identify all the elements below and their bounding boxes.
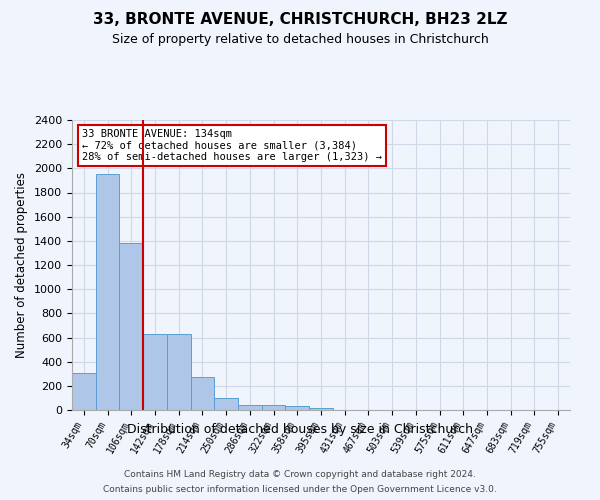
Text: 33, BRONTE AVENUE, CHRISTCHURCH, BH23 2LZ: 33, BRONTE AVENUE, CHRISTCHURCH, BH23 2L…: [93, 12, 507, 28]
Bar: [286, 406, 309, 410]
Bar: [309, 408, 333, 410]
Text: 33 BRONTE AVENUE: 134sqm
← 72% of detached houses are smaller (3,384)
28% of sem: 33 BRONTE AVENUE: 134sqm ← 72% of detach…: [82, 128, 382, 162]
Bar: [214, 398, 238, 410]
Bar: [262, 405, 286, 410]
Bar: [72, 372, 96, 410]
Text: Contains public sector information licensed under the Open Government Licence v3: Contains public sector information licen…: [103, 485, 497, 494]
Y-axis label: Number of detached properties: Number of detached properties: [16, 172, 28, 358]
Text: Contains HM Land Registry data © Crown copyright and database right 2024.: Contains HM Land Registry data © Crown c…: [124, 470, 476, 479]
Bar: [143, 334, 167, 410]
Bar: [167, 334, 191, 410]
Bar: [191, 378, 214, 410]
Text: Size of property relative to detached houses in Christchurch: Size of property relative to detached ho…: [112, 32, 488, 46]
Text: Distribution of detached houses by size in Christchurch: Distribution of detached houses by size …: [127, 422, 473, 436]
Bar: [96, 174, 119, 410]
Bar: [238, 404, 262, 410]
Bar: [119, 244, 143, 410]
